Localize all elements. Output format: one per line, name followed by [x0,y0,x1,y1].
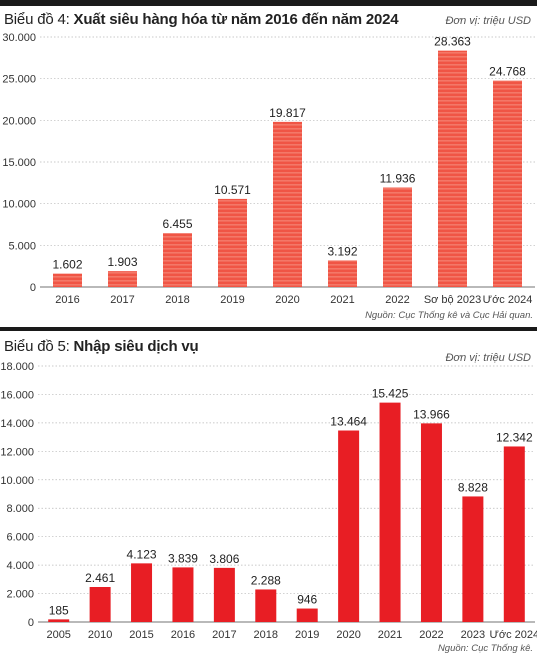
chart1-y-tick-label: 10.000 [2,199,36,211]
chart1-x-tick-label: 2017 [110,294,134,306]
chart1-x-tick-label: Ước 2024 [483,294,533,306]
chart2-bar [48,619,70,622]
chart1-x-tick-label: 2022 [385,294,409,306]
chart2-value-label: 2.288 [251,573,281,587]
chart2-bar [379,402,401,622]
chart1-value-label: 3.192 [327,244,357,258]
chart2-value-label: 3.806 [209,552,239,566]
chart1-bar [163,233,192,287]
chart1-y-tick-label: 0 [30,282,36,294]
chart1-bar [273,121,302,287]
chart1-y-tick-label: 20.000 [2,115,36,127]
chart1-y-tick-label: 25.000 [2,74,36,86]
chart1-y-tick-label: 30.000 [2,32,36,44]
chart2-x-tick-label: 2016 [171,629,195,641]
chart2-y-tick-label: 8.000 [6,503,34,515]
chart1-value-label: 1.602 [52,258,82,272]
chart2-title: Biểu đồ 5: Nhập siêu dịch vụ [4,338,199,355]
chart2-value-label: 15.425 [372,387,409,401]
chart1-bar [328,260,357,287]
chart1-value-label: 11.936 [380,172,416,186]
chart2-x-tick-label: 2022 [419,629,443,641]
chart2-value-label: 2.461 [85,571,115,585]
chart2-bar [213,567,235,622]
chart2-y-tick-label: 14.000 [0,418,34,430]
chart2-y-tick-label: 16.000 [0,389,34,401]
chart2-x-tick-label: 2018 [254,629,278,641]
chart1-value-label: 1.903 [107,255,137,269]
chart1-bar [218,198,247,287]
chart1-unit: Đơn vị: triệu USD [445,15,531,27]
chart2-x-tick-label: 2010 [88,629,112,641]
chart1-title-prefix: Biểu đồ 4: [4,11,70,28]
chart1-x-tick-label: Sơ bộ 2023 [424,294,481,306]
chart1-value-label: 28.363 [434,35,471,49]
chart1-x-tick-label: 2021 [330,294,354,306]
chart2-title-text: Nhập siêu dịch vụ [73,338,199,355]
chart2-value-label: 4.123 [127,547,157,561]
chart2-bar [255,589,277,622]
chart2-x-tick-label: 2020 [336,629,360,641]
chart2-title-prefix: Biểu đồ 5: [4,338,70,355]
chart2-value-label: 12.342 [496,430,533,444]
chart1-source: Nguồn: Cục Thống kê và Cục Hải quan. [365,310,533,321]
chart1-y-tick-label: 15.000 [2,157,36,169]
section-divider [0,327,537,331]
chart2-bar [89,586,111,622]
chart2-x-tick-label: 2005 [46,629,70,641]
chart1-value-label: 19.817 [269,106,306,120]
chart2-x-tick-label: 2019 [295,629,319,641]
chart2-bar [172,567,194,622]
chart1-x-tick-label: 2020 [275,294,299,306]
chart2-x-tick-label: Ước 2024 [489,629,537,641]
chart1-bar [493,80,522,287]
chart2-unit: Đơn vị: triệu USD [445,352,531,364]
chart1-x-tick-label: 2018 [165,294,189,306]
top-rule [0,0,537,6]
chart2-y-tick-label: 10.000 [0,475,34,487]
chart2-x-tick-label: 2017 [212,629,236,641]
chart2-value-label: 13.464 [330,415,367,429]
chart2-value-label: 13.966 [413,407,450,421]
chart1-plot: 0 5.000 10.000 15.000 20.000 25.000 30.000 1.60… [2,32,535,306]
chart2-y-tick-label: 12.000 [0,446,34,458]
chart2-x-tick-label: 2015 [129,629,153,641]
chart2-y-tick-label: 0 [28,617,34,629]
chart2-x-tick-label: 2023 [461,629,485,641]
chart1-title-text: Xuất siêu hàng hóa từ năm 2016 đến năm 2… [73,11,399,28]
chart2-bar [420,423,442,622]
chart1-y-tick-label: 5.000 [8,240,36,252]
chart2-value-label: 8.828 [458,480,488,494]
chart2-value-label: 3.839 [168,551,198,565]
chart2-value-label: 946 [297,593,317,607]
chart1-value-label: 6.455 [162,217,192,231]
chart2-bar [296,608,318,622]
chart1-x-tick-label: 2019 [220,294,244,306]
chart2-source: Nguồn: Cục Thống kê. [437,643,533,654]
chart1-bar [383,187,412,287]
chart2-bar [131,563,153,622]
chart2-value-label: 185 [49,603,69,617]
chart2-y-tick-label: 6.000 [6,532,34,544]
chart2-y-tick-label: 4.000 [6,560,34,572]
chart1-value-label: 10.571 [214,183,251,197]
chart1-bar [438,50,467,288]
chart2-bar [462,496,484,622]
chart1-value-label: 24.768 [489,65,526,79]
chart2-y-tick-label: 2.000 [6,589,34,601]
chart1-x-tick-label: 2016 [55,294,79,306]
chart2-bar [503,446,525,622]
chart1-title: Biểu đồ 4: Xuất siêu hàng hóa từ năm 201… [4,11,399,28]
chart2-y-tick-label: 18.000 [0,361,34,373]
chart2-bar [338,430,360,622]
chart1-bar [108,271,137,287]
chart2-x-tick-label: 2021 [378,629,402,641]
chart1-bar [53,273,82,287]
